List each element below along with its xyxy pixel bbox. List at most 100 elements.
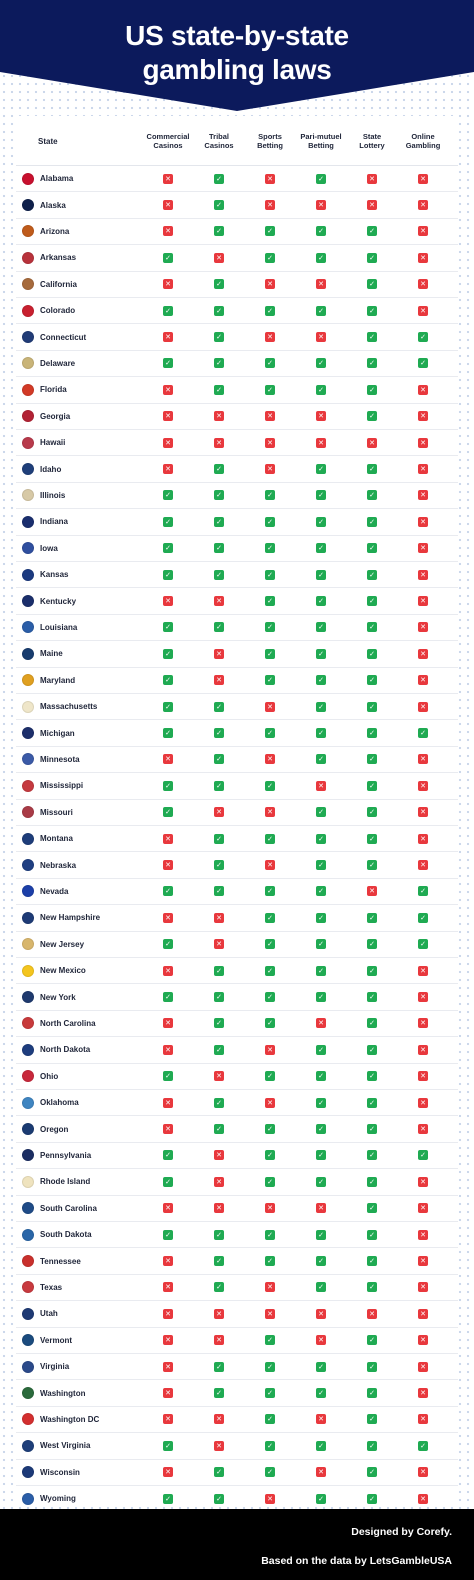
check-icon: ✓	[418, 886, 428, 897]
status-cell: ✕	[191, 932, 247, 957]
cross-icon: ✕	[418, 1071, 428, 1082]
check-icon: ✓	[316, 1229, 326, 1240]
check-icon: ✓	[265, 569, 275, 580]
status-cell: ✓	[140, 668, 196, 693]
cross-icon: ✕	[265, 701, 275, 712]
check-icon: ✓	[367, 701, 377, 712]
state-name: Rhode Island	[40, 1177, 91, 1187]
cross-icon: ✕	[265, 754, 275, 765]
state-cell: Alabama	[22, 166, 73, 191]
check-icon: ✓	[316, 860, 326, 871]
check-icon: ✓	[316, 1361, 326, 1372]
check-icon: ✓	[214, 1044, 224, 1055]
status-cell: ✓	[344, 1222, 400, 1247]
status-cell: ✓	[191, 1248, 247, 1273]
status-cell: ✓	[344, 826, 400, 851]
check-icon: ✓	[163, 622, 173, 633]
check-icon: ✓	[214, 1256, 224, 1267]
status-cell: ✓	[344, 720, 400, 745]
check-icon: ✓	[163, 939, 173, 950]
status-cell: ✕	[191, 668, 247, 693]
state-flag-icon	[22, 1387, 34, 1400]
state-flag-icon	[22, 304, 34, 317]
check-icon: ✓	[367, 226, 377, 237]
status-cell: ✕	[293, 272, 349, 297]
check-icon: ✓	[214, 886, 224, 897]
status-cell: ✕	[140, 219, 196, 244]
cross-icon: ✕	[265, 1493, 275, 1504]
status-cell: ✓	[293, 562, 349, 587]
state-cell: Rhode Island	[22, 1169, 90, 1194]
status-cell: ✕	[344, 1301, 400, 1326]
status-cell: ✕	[395, 562, 451, 587]
state-name: Oregon	[40, 1124, 69, 1134]
status-cell: ✕	[191, 1407, 247, 1432]
table-row: South Carolina ✕ ✕ ✕ ✕ ✓ ✕	[16, 1196, 458, 1222]
check-icon: ✓	[367, 252, 377, 263]
status-cell: ✓	[293, 1354, 349, 1379]
status-cell: ✓	[293, 245, 349, 270]
status-cell: ✓	[293, 456, 349, 481]
state-cell: Wisconsin	[22, 1460, 80, 1485]
status-cell: ✓	[344, 1090, 400, 1115]
check-icon: ✓	[163, 807, 173, 818]
status-cell: ✕	[395, 747, 451, 772]
status-cell: ✓	[344, 1275, 400, 1300]
check-icon: ✓	[163, 305, 173, 316]
status-cell: ✕	[191, 430, 247, 455]
state-lottery-header: State Lottery	[359, 132, 385, 150]
status-cell: ✕	[191, 1143, 247, 1168]
check-icon: ✓	[367, 648, 377, 659]
status-cell: ✓	[242, 509, 298, 534]
state-flag-icon	[22, 621, 34, 634]
state-name: Utah	[40, 1309, 58, 1319]
status-cell: ✓	[242, 1222, 298, 1247]
cross-icon: ✕	[214, 807, 224, 818]
check-icon: ✓	[163, 1229, 173, 1240]
state-flag-icon	[22, 436, 34, 449]
state-flag-icon	[22, 727, 34, 740]
check-icon: ✓	[367, 965, 377, 976]
status-cell: ✕	[395, 1275, 451, 1300]
status-cell: ✕	[395, 1090, 451, 1115]
status-cell: ✓	[344, 1407, 400, 1432]
status-cell: ✓	[242, 1407, 298, 1432]
status-cell: ✓	[140, 483, 196, 508]
status-cell: ✕	[140, 1248, 196, 1273]
status-cell: ✓	[293, 668, 349, 693]
state-flag-icon	[22, 542, 34, 555]
state-name: Washington DC	[40, 1414, 100, 1424]
check-icon: ✓	[214, 358, 224, 369]
check-icon: ✓	[316, 728, 326, 739]
state-name: Connecticut	[40, 332, 87, 342]
cross-icon: ✕	[418, 173, 428, 184]
check-icon: ✓	[214, 1229, 224, 1240]
cross-icon: ✕	[214, 939, 224, 950]
status-cell: ✓	[242, 773, 298, 798]
table-row: Oregon ✕ ✓ ✓ ✓ ✓ ✕	[16, 1116, 458, 1143]
cross-icon: ✕	[316, 1203, 326, 1214]
check-icon: ✓	[316, 833, 326, 844]
check-icon: ✓	[367, 1229, 377, 1240]
check-icon: ✓	[418, 1440, 428, 1451]
status-cell: ✓	[293, 1380, 349, 1405]
status-cell: ✓	[344, 536, 400, 561]
status-cell: ✓	[140, 773, 196, 798]
state-flag-icon	[22, 568, 34, 581]
status-cell: ✓	[293, 879, 349, 904]
state-name: New York	[40, 992, 76, 1002]
check-icon: ✓	[367, 622, 377, 633]
cross-icon: ✕	[214, 1308, 224, 1319]
status-cell: ✓	[344, 351, 400, 376]
status-cell: ✕	[395, 641, 451, 666]
status-cell: ✕	[242, 1486, 298, 1511]
status-cell: ✓	[395, 1433, 451, 1458]
check-icon: ✓	[163, 543, 173, 554]
cross-icon: ✕	[418, 464, 428, 475]
status-cell: ✕	[242, 852, 298, 877]
check-icon: ✓	[367, 1335, 377, 1346]
check-icon: ✓	[214, 754, 224, 765]
check-icon: ✓	[367, 1493, 377, 1504]
check-icon: ✓	[316, 912, 326, 923]
state-cell: Indiana	[22, 509, 68, 534]
